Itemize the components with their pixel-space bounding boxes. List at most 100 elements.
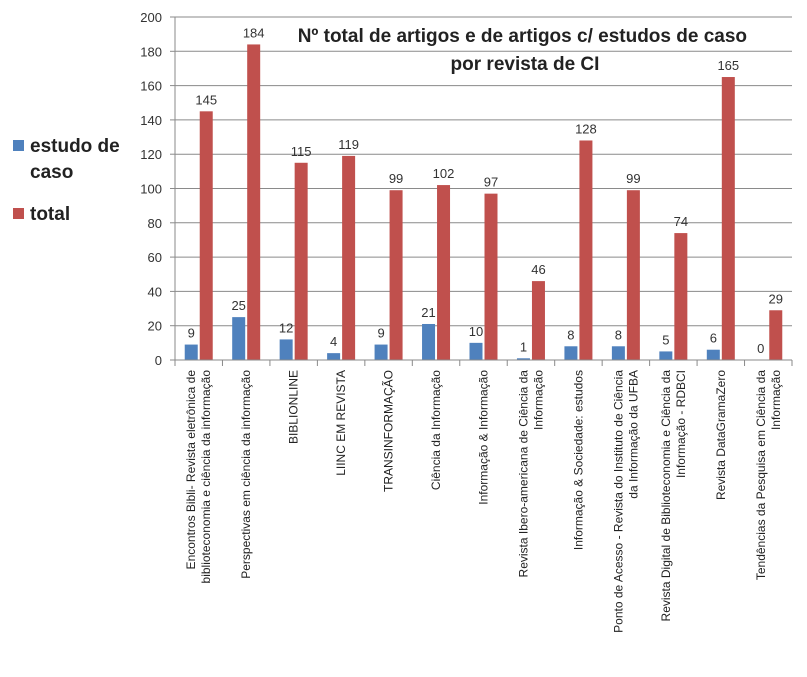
- y-tick-label: 80: [148, 216, 162, 231]
- bar-total: [674, 233, 688, 360]
- data-label-estudo-de-caso: 5: [662, 332, 669, 347]
- x-category-label: BIBLIONLINE: [287, 370, 301, 444]
- bar-total: [294, 162, 308, 360]
- x-category-label-line: Revista DataGramaZero: [714, 370, 728, 500]
- x-category-label-line: Ciência da Informação: [429, 370, 443, 490]
- bars: [184, 44, 783, 361]
- bar-total: [626, 190, 640, 360]
- data-label-estudo-de-caso: 10: [469, 324, 483, 339]
- data-label-total: 46: [531, 262, 545, 277]
- x-category-label: Revista DataGramaZero: [714, 370, 728, 500]
- data-label-total: 165: [717, 58, 739, 73]
- x-category-label: Ciência da Informação: [429, 370, 443, 490]
- x-category-label-line: TRANSINFORMAÇÃO: [382, 370, 396, 492]
- x-category-label-line: Revista Ibero-americana de Ciência da: [516, 370, 530, 578]
- x-category-label: Tendências da Pesquisa em Ciência daInfo…: [754, 370, 783, 580]
- chart-title-line-1: Nº total de artigos e de artigos c/ estu…: [298, 26, 747, 47]
- data-label-estudo-de-caso: 8: [615, 327, 622, 342]
- bar-total: [531, 281, 545, 360]
- x-category-label: Encontros Bibli- Revista eletrônica debi…: [184, 370, 213, 584]
- data-label-total: 74: [674, 214, 688, 229]
- x-category-label-line: Informação - RDBCI: [674, 370, 688, 478]
- x-category-labels: Encontros Bibli- Revista eletrônica debi…: [184, 370, 783, 633]
- x-category-label-line: Informação: [531, 370, 545, 430]
- bar-estudo-de-caso: [469, 342, 483, 360]
- x-category-label-line: Revista Digital de Biblioteconomia e Ciê…: [659, 370, 673, 622]
- data-label-total: 102: [433, 166, 455, 181]
- gridlines: [175, 16, 792, 327]
- bar-total: [437, 185, 451, 360]
- data-label-total: 119: [338, 137, 359, 152]
- bar-estudo-de-caso: [327, 353, 341, 360]
- bar-total: [389, 190, 403, 360]
- x-category-label: Revista Digital de Biblioteconomia e Ciê…: [659, 370, 688, 622]
- bar-total: [769, 310, 783, 360]
- legend: estudo de caso total: [13, 136, 125, 225]
- data-label-estudo-de-caso: 21: [421, 305, 435, 320]
- y-tick-label: 120: [140, 147, 162, 162]
- bar-total: [199, 111, 213, 360]
- legend-label-total: total: [30, 204, 70, 225]
- data-label-estudo-de-caso: 1: [520, 339, 527, 354]
- x-category-label-line: biblioteconomia e ciência da informação: [199, 370, 213, 584]
- x-category-label-line: LIINC EM REVISTA: [334, 370, 348, 476]
- bar-total: [342, 155, 356, 360]
- x-category-label: LIINC EM REVISTA: [334, 370, 348, 476]
- data-label-estudo-de-caso: 12: [279, 320, 293, 335]
- bar-estudo-de-caso: [659, 351, 673, 360]
- x-category-label: Informação & Sociedade: estudos: [571, 370, 585, 550]
- data-label-total: 145: [195, 92, 217, 107]
- y-axis: 0 20 40 60 80 100 120 140 160 180 200: [140, 10, 176, 368]
- data-label-total: 184: [243, 25, 265, 40]
- bar-total: [579, 140, 593, 360]
- legend-label-total-line-1: total: [30, 204, 70, 225]
- bar-estudo-de-caso: [374, 344, 388, 360]
- legend-swatch-total: [13, 208, 24, 219]
- bar-estudo-de-caso: [706, 349, 720, 360]
- bar-estudo-de-caso: [611, 346, 625, 360]
- y-tick-label: 60: [148, 250, 162, 265]
- data-label-total: 128: [575, 121, 597, 136]
- legend-swatch-estudo-de-caso: [13, 140, 24, 151]
- y-tick-label: 200: [140, 10, 162, 25]
- bar-estudo-de-caso: [422, 323, 436, 360]
- x-category-label: Perspectivas em ciência da informação: [239, 370, 253, 579]
- y-tick-label: 40: [148, 284, 162, 299]
- x-axis: [174, 359, 793, 366]
- data-label-estudo-de-caso: 0: [757, 341, 764, 356]
- bar-estudo-de-caso: [516, 358, 530, 360]
- legend-label-estudo-de-caso: estudo de caso: [30, 136, 125, 183]
- data-label-total: 99: [626, 171, 640, 186]
- x-category-label-line: Encontros Bibli- Revista eletrônica de: [184, 370, 198, 570]
- y-tick-label: 140: [140, 113, 162, 128]
- x-category-label-line: Perspectivas em ciência da informação: [239, 370, 253, 579]
- data-label-estudo-de-caso: 25: [231, 298, 245, 313]
- data-label-estudo-de-caso: 4: [330, 334, 337, 349]
- x-category-label-line: Ponto de Acesso - Revista do Instituto d…: [611, 370, 625, 633]
- data-labels: 9 25 12 4 9 21 10 1 8 8 5 6 0 145 184 115 119 99 102 97 46 12…: [188, 25, 783, 356]
- x-category-label-line: Informação & Informação: [477, 370, 491, 505]
- data-label-estudo-de-caso: 9: [377, 326, 384, 341]
- data-label-total: 29: [769, 291, 783, 306]
- data-label-estudo-de-caso: 9: [188, 326, 195, 341]
- y-tick-label: 100: [140, 182, 162, 197]
- legend-label-estudo-de-caso-line-1: estudo de: [30, 136, 120, 157]
- legend-label-estudo-de-caso-line-2: caso: [30, 162, 73, 183]
- bar-total: [247, 44, 261, 360]
- y-tick-label: 160: [140, 79, 162, 94]
- bar-estudo-de-caso: [232, 317, 246, 360]
- x-category-label: Ponto de Acesso - Revista do Instituto d…: [611, 370, 640, 633]
- x-category-label: Revista Ibero-americana de Ciência daInf…: [516, 370, 545, 578]
- data-label-total: 115: [291, 144, 312, 159]
- y-tick-label: 180: [140, 44, 162, 59]
- bar-estudo-de-caso: [564, 346, 578, 360]
- x-category-label-line: Informação: [769, 370, 783, 430]
- data-label-estudo-de-caso: 6: [710, 331, 717, 346]
- x-category-label-line: Informação & Sociedade: estudos: [571, 370, 585, 550]
- x-category-label: Informação & Informação: [477, 370, 491, 505]
- y-tick-label: 0: [155, 353, 162, 368]
- data-label-estudo-de-caso: 8: [567, 327, 574, 342]
- x-category-label-line: Tendências da Pesquisa em Ciência da: [754, 370, 768, 580]
- x-category-label-line: da Informação da UFBA: [626, 370, 640, 499]
